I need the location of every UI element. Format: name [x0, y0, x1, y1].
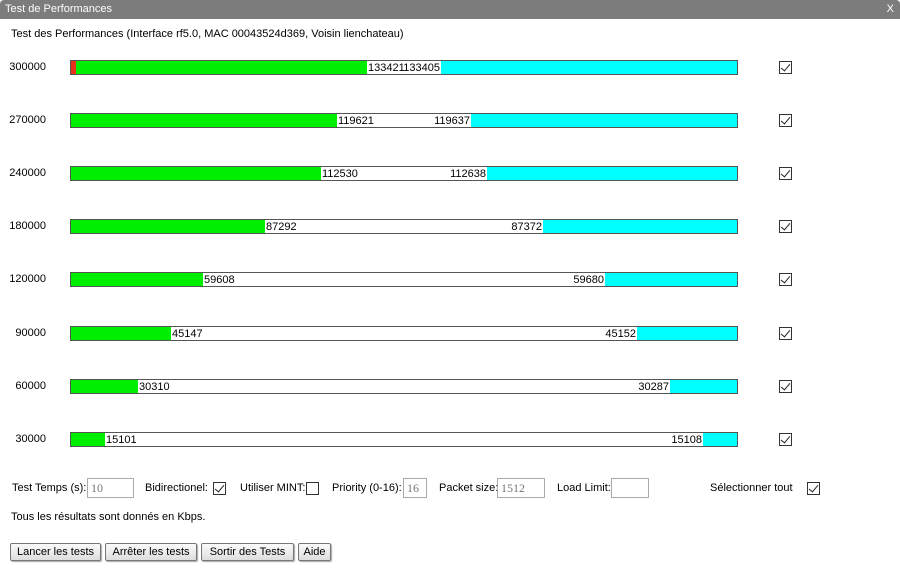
select-all-checkbox[interactable]: [807, 482, 820, 495]
test-info-heading: Test des Performances (Interface rf5.0, …: [11, 28, 404, 40]
priority-input[interactable]: 16: [403, 478, 427, 498]
bidirectional-checkbox[interactable]: [213, 482, 226, 495]
throughput-bar: 119621 119637: [70, 113, 738, 128]
load-limit-input[interactable]: [611, 478, 649, 498]
exit-tests-button[interactable]: Sortir des Tests: [201, 543, 294, 561]
rx-fill: [637, 327, 737, 340]
packet-size-input[interactable]: 1512: [497, 478, 545, 498]
tx-fill: [71, 273, 203, 286]
rx-fill: [670, 380, 737, 393]
rx-value: 30287: [638, 381, 669, 393]
window-titlebar: Test de Performances X: [0, 0, 900, 19]
rx-value: 119637: [434, 115, 470, 127]
row-select-checkbox[interactable]: [779, 273, 792, 286]
tx-value: 87292: [266, 221, 297, 233]
start-tests-button[interactable]: Lancer les tests: [10, 543, 101, 561]
packet-size-label: Packet size:: [439, 482, 499, 494]
tx-value: 112530: [322, 168, 358, 180]
throughput-bar: 87292 87372: [70, 219, 738, 234]
rx-fill: [543, 220, 737, 233]
rx-value: 133405: [403, 62, 440, 74]
tx-fill: [71, 380, 138, 393]
priority-label: Priority (0-16):: [332, 482, 402, 494]
rate-label: 270000: [9, 114, 46, 126]
row-select-checkbox[interactable]: [779, 433, 792, 446]
throughput-bar: 15101 15108: [70, 432, 738, 447]
result-row: 90000 45147 45152: [0, 326, 900, 342]
test-time-label: Test Temps (s):: [12, 482, 87, 494]
tx-fill: [71, 327, 171, 340]
rate-label: 120000: [9, 273, 46, 285]
close-icon[interactable]: X: [886, 3, 894, 15]
result-row: 120000 59608 59680: [0, 272, 900, 288]
rx-value: 59680: [573, 274, 604, 286]
result-row: 180000 87292 87372: [0, 219, 900, 235]
window-title: Test de Performances: [5, 3, 112, 15]
select-all-label: Sélectionner tout: [710, 482, 793, 494]
tx-fill: [71, 433, 105, 446]
rx-value: 87372: [511, 221, 542, 233]
test-options: Test Temps (s): 10 Bidirectionel: Utilis…: [0, 477, 900, 499]
row-select-checkbox[interactable]: [779, 167, 792, 180]
tx-value: 45147: [172, 328, 203, 340]
tx-value: 119621: [338, 115, 374, 127]
mint-checkbox[interactable]: [306, 482, 319, 495]
rate-label: 300000: [9, 61, 46, 73]
rate-label: 180000: [9, 220, 46, 232]
row-select-checkbox[interactable]: [779, 61, 792, 74]
tx-fill: [71, 114, 337, 127]
throughput-bar: 133421 133405: [70, 60, 738, 75]
rx-fill: [441, 61, 737, 74]
bidirectional-label: Bidirectionel:: [145, 482, 208, 494]
tx-fill: [71, 61, 367, 74]
mint-label: Utiliser MINT:: [240, 482, 306, 494]
rx-value: 45152: [605, 328, 636, 340]
row-select-checkbox[interactable]: [779, 380, 792, 393]
tx-value: 133421: [368, 62, 405, 74]
rx-fill: [487, 167, 737, 180]
stop-tests-button[interactable]: Arrêter les tests: [105, 543, 197, 561]
row-select-checkbox[interactable]: [779, 114, 792, 127]
result-row: 270000 119621 119637: [0, 113, 900, 129]
result-row: 300000 133421 133405: [0, 60, 900, 76]
tx-value: 59608: [204, 274, 235, 286]
rx-value: 15108: [671, 434, 702, 446]
rx-fill: [605, 273, 737, 286]
throughput-bar: 112530 112638: [70, 166, 738, 181]
test-time-input[interactable]: 10: [87, 478, 134, 498]
help-button[interactable]: Aide: [298, 543, 331, 561]
result-row: 60000 30310 30287: [0, 379, 900, 395]
rx-fill: [703, 433, 737, 446]
error-fill: [71, 61, 76, 74]
rate-label: 90000: [15, 327, 46, 339]
rate-label: 60000: [15, 380, 46, 392]
row-select-checkbox[interactable]: [779, 327, 792, 340]
row-select-checkbox[interactable]: [779, 220, 792, 233]
tx-fill: [71, 167, 321, 180]
tx-value: 15101: [106, 434, 137, 446]
throughput-bar: 45147 45152: [70, 326, 738, 341]
result-row: 240000 112530 112638: [0, 166, 900, 182]
tx-fill: [71, 220, 265, 233]
throughput-bar: 59608 59680: [70, 272, 738, 287]
units-note: Tous les résultats sont donnés en Kbps.: [11, 511, 206, 523]
rx-fill: [471, 114, 737, 127]
rate-label: 30000: [15, 433, 46, 445]
result-row: 30000 15101 15108: [0, 432, 900, 448]
rate-label: 240000: [9, 167, 46, 179]
tx-value: 30310: [139, 381, 170, 393]
rx-value: 112638: [450, 168, 486, 180]
throughput-bar: 30310 30287: [70, 379, 738, 394]
load-limit-label: Load Limit:: [557, 482, 611, 494]
